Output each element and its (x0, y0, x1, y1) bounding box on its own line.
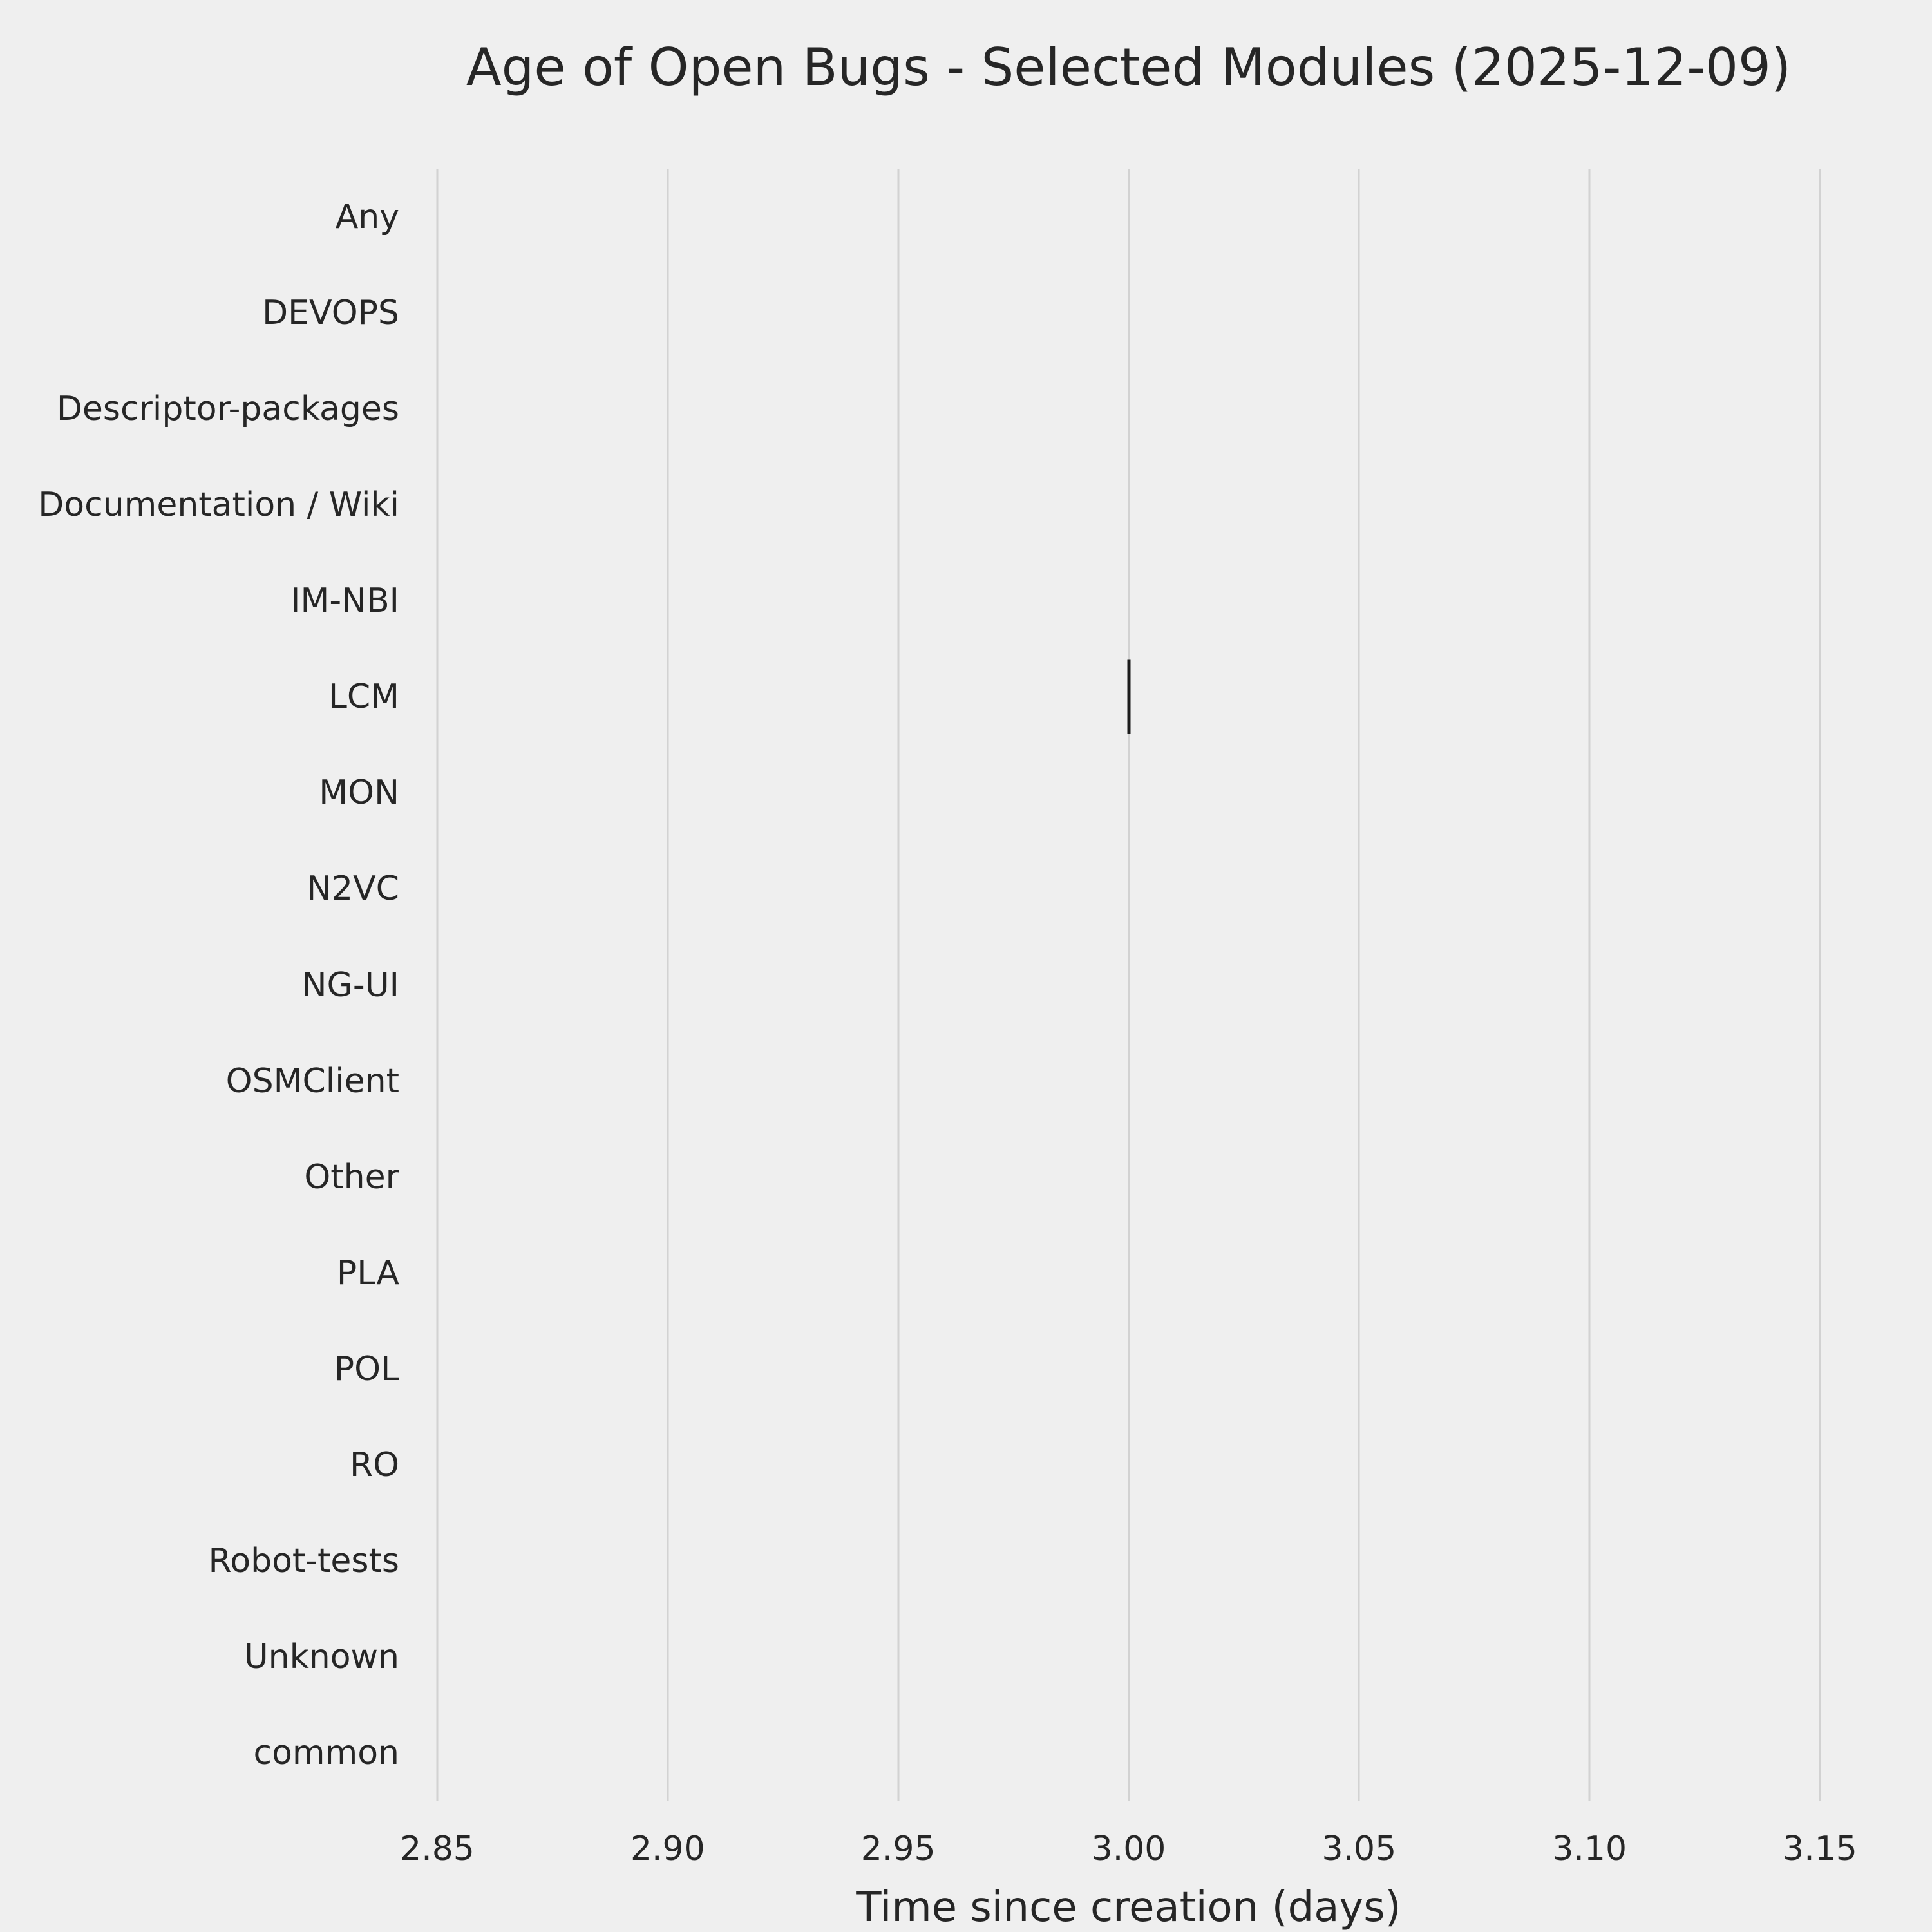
y-category-label: Robot-tests (208, 1542, 399, 1581)
data-point-marker (1127, 659, 1130, 734)
y-category-label: MON (319, 773, 399, 813)
x-tick-label: 2.90 (630, 1830, 705, 1868)
x-tick-label: 3.10 (1552, 1830, 1627, 1868)
y-category-label: Unknown (243, 1638, 399, 1677)
y-category-label: Documentation / Wiki (38, 485, 399, 524)
gridline (436, 169, 439, 1801)
y-category-label: POL (334, 1349, 399, 1388)
gridline (1588, 169, 1591, 1801)
y-category-label: RO (349, 1446, 399, 1485)
y-axis-category-labels: Any DEVOPS Descriptor-packages Documentatio… (0, 169, 399, 1801)
plot-area (436, 169, 1821, 1801)
x-tick-label: 3.15 (1783, 1830, 1857, 1868)
y-category-label: PLA (336, 1253, 399, 1293)
y-category-label: IM-NBI (290, 582, 399, 621)
y-category-label: Descriptor-packages (56, 389, 399, 428)
x-tick-label: 3.05 (1321, 1830, 1397, 1868)
gridline (1128, 169, 1130, 1801)
x-axis-title: Time since creation (days) (856, 1884, 1401, 1931)
x-tick-label: 2.85 (400, 1830, 475, 1868)
y-category-label: DEVOPS (262, 293, 399, 332)
y-category-label: Any (335, 197, 399, 236)
y-category-label: N2VC (307, 869, 399, 909)
x-tick-label: 2.95 (860, 1830, 936, 1868)
y-category-label: OSMClient (225, 1061, 399, 1101)
gridline (897, 169, 900, 1801)
gridline (1819, 169, 1821, 1801)
chart-title: Age of Open Bugs - Selected Modules (202… (466, 37, 1792, 97)
y-category-label: LCM (328, 677, 399, 717)
x-axis-tick-labels: 2.85 2.90 2.95 3.00 3.05 3.10 3.15 (400, 1830, 1857, 1877)
y-category-label: NG-UI (301, 965, 399, 1005)
y-category-label: Other (304, 1157, 399, 1197)
y-category-label: common (253, 1734, 399, 1773)
gridline (1358, 169, 1360, 1801)
x-tick-label: 3.00 (1091, 1830, 1166, 1868)
gridline (667, 169, 669, 1801)
